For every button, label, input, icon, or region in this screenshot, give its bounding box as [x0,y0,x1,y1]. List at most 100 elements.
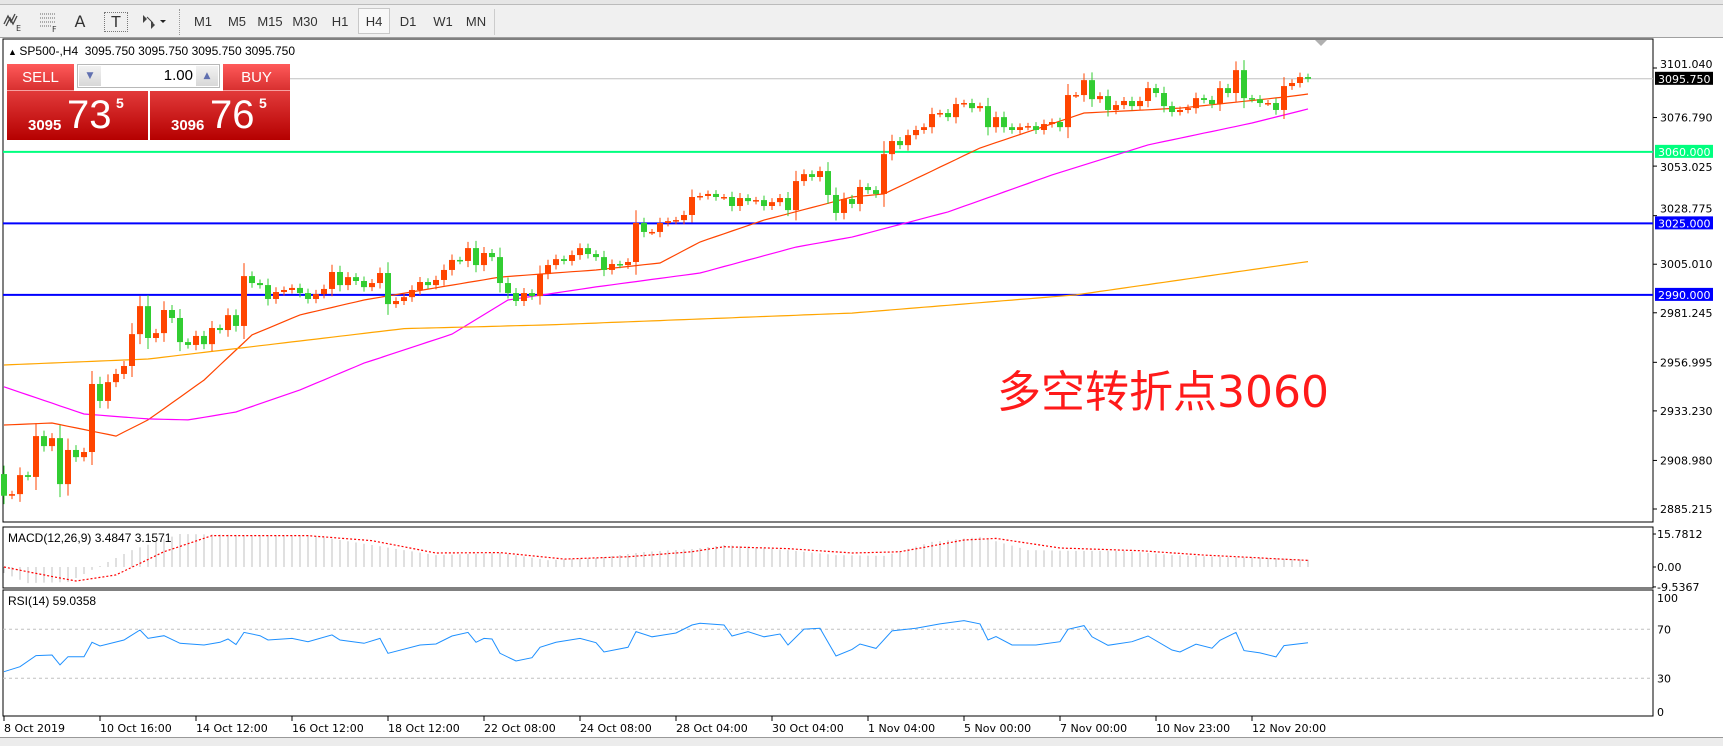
candle-body [377,273,383,284]
candle-body [177,317,183,343]
candle-body [1145,88,1151,101]
timeframe-w1[interactable]: W1 [433,13,453,29]
price-axis-label: 2885.215 [1660,503,1713,516]
buy-price-sup: 5 [259,95,267,111]
candle-body [777,198,783,203]
lot-increase-button[interactable]: ▲ [196,66,218,86]
candle-body [1257,99,1263,104]
candle-body [985,106,991,128]
timeframe-m30[interactable]: M30 [292,13,318,29]
lot-size-input[interactable]: 1.00 [163,67,193,84]
candle-body [81,452,87,458]
candle-body [1105,96,1111,110]
candle-body [1185,108,1191,110]
candle-body [1217,88,1223,105]
candle-body [1137,100,1143,107]
candle-body [505,283,511,294]
candle-body [1081,80,1087,96]
candle-body [705,193,711,196]
candle-body [49,438,55,447]
candle-body [673,220,679,222]
candle-body [1089,80,1095,100]
candle-body [825,171,831,195]
candle-body [265,285,271,299]
candle-body [57,438,63,485]
fibonacci-icon[interactable]: F [37,8,61,34]
candle-body [97,383,103,401]
sell-button[interactable]: SELL [7,64,74,91]
buy-price-prefix: 3096 [171,117,205,134]
time-axis-label: 12 Nov 20:00 [1252,722,1326,735]
candle-body [1265,103,1271,105]
timeframe-m15[interactable]: M15 [257,13,283,29]
rsi-line [3,620,1309,673]
bid-price-label: 3095.750 [1658,73,1711,86]
candle-body [105,382,111,401]
timeframe-h4[interactable]: H4 [358,8,390,34]
candle-body [1113,105,1119,110]
timeframe-mn[interactable]: MN [465,13,487,29]
candle-body [33,436,39,477]
elliott-wave-icon[interactable]: E [2,8,24,34]
candle-body [433,279,439,286]
candle-body [921,127,927,130]
moving-average-line [3,108,1309,421]
candle-body [977,106,983,109]
chart-title-text: 3095.750 3095.750 3095.750 3095.750 [78,44,295,58]
candle-body [569,255,575,261]
price-axis-label: 2933.230 [1660,405,1713,418]
level-price-label: 2990.000 [1658,289,1711,302]
macd-axis-label: -9.5367 [1657,581,1699,594]
candle-body [521,293,527,302]
timeframe-m5[interactable]: M5 [227,13,247,29]
candle-body [993,117,999,128]
candle-body [185,342,191,345]
candle-body [345,277,351,286]
chevron-down-icon: ▼ [86,71,94,81]
lot-size-field[interactable]: ▼ 1.00 ▲ [77,64,220,88]
time-axis-label: 18 Oct 12:00 [388,722,460,735]
candle-body [761,200,767,207]
buy-price-box[interactable]: 3096 76 5 [150,91,290,140]
candle-body [641,222,647,232]
level-price-label: 3025.000 [1658,217,1711,230]
candle-body [905,135,911,146]
candle-body [721,197,727,199]
collapse-triangle-icon[interactable]: ▲ [8,47,20,57]
timeframe-m1[interactable]: M1 [193,13,213,29]
candle-body [1129,100,1135,107]
buy-button[interactable]: BUY [223,64,290,91]
candle-body [913,129,919,136]
candle-body [849,199,855,204]
candle-body [657,222,663,232]
timeframe-h1[interactable]: H1 [331,13,349,29]
arrows-dropdown-icon[interactable] [138,8,170,34]
chart-title: ▲ SP500-,H4 3095.750 3095.750 3095.750 3… [8,44,295,58]
sell-price-box[interactable]: 3095 73 5 [7,91,148,140]
candle-body [873,190,879,194]
candle-body [73,449,79,458]
text-box-icon[interactable]: T [104,12,128,32]
text-label-icon[interactable]: A [74,11,86,31]
candle-body [713,193,719,198]
price-axis-label: 2956.995 [1660,356,1713,369]
svg-text:E: E [16,24,21,32]
annotation-text[interactable]: 多空转折点3060 [997,367,1329,418]
candle-body [297,287,303,294]
candle-body [1225,88,1231,94]
lot-decrease-button[interactable]: ▼ [79,66,101,86]
candle-body [689,197,695,215]
candle-body [833,194,839,213]
time-axis-label: 24 Oct 08:00 [580,722,652,735]
candle-body [953,104,959,118]
candle-body [881,154,887,194]
main-pane-frame [2,38,1654,523]
candle-body [537,274,543,297]
candle-body [865,187,871,191]
price-axis-label: 3028.775 [1660,202,1713,215]
timeframe-d1[interactable]: D1 [399,13,417,29]
bid-price-label-box [1655,71,1713,85]
candle-body [513,293,519,302]
candle-body [1121,100,1127,106]
